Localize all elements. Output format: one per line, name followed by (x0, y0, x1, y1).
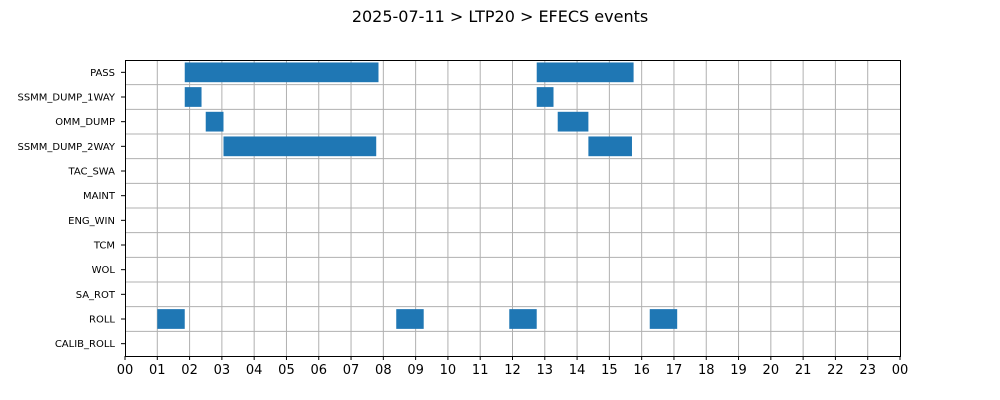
y-tick-label: SSMM_DUMP_2WAY (17, 142, 115, 153)
y-tick-label: ENG_WIN (68, 216, 115, 227)
x-tick-label: 02 (181, 363, 198, 378)
x-tick-label: 19 (730, 363, 747, 378)
x-tick-label: 22 (827, 363, 844, 378)
x-tick-label: 17 (666, 363, 683, 378)
x-tick-label: 04 (246, 363, 263, 378)
x-tick-label: 11 (472, 363, 489, 378)
plot-frame (125, 60, 901, 357)
y-tick-label: PASS (90, 68, 115, 79)
y-tick-label: TCM (93, 241, 115, 252)
x-tick-label: 21 (795, 363, 812, 378)
event-bars (157, 62, 678, 329)
grid-lines (125, 60, 900, 356)
event-bar (396, 309, 424, 329)
event-bar (557, 111, 589, 132)
x-tick-label: 00 (117, 363, 134, 378)
event-bar (184, 87, 202, 107)
event-bar (509, 309, 537, 329)
event-bar (588, 136, 632, 157)
event-bar (536, 62, 634, 83)
x-tick-label: 00 (892, 363, 909, 378)
event-bar (223, 136, 377, 157)
x-tick-label: 12 (504, 363, 521, 378)
y-tick-label: SSMM_DUMP_1WAY (17, 93, 115, 104)
y-tick-label: MAINT (83, 191, 116, 202)
x-tick-label: 14 (569, 363, 586, 378)
y-tick-label: ROLL (89, 315, 115, 326)
x-tick-label: 01 (149, 363, 166, 378)
y-tick-label: OMM_DUMP (55, 117, 115, 128)
y-tick-label: TAC_SWA (67, 167, 115, 178)
event-bar (184, 62, 379, 83)
y-tick-label: WOL (92, 265, 116, 276)
x-tick-label: 10 (440, 363, 457, 378)
y-tick-label: CALIB_ROLL (55, 339, 116, 350)
x-tick-label: 07 (343, 363, 360, 378)
x-tick-label: 18 (698, 363, 715, 378)
x-tick-label: 08 (375, 363, 392, 378)
x-tick-label: 23 (859, 363, 876, 378)
x-tick-label: 09 (407, 363, 424, 378)
x-tick-label: 16 (633, 363, 650, 378)
event-bar (536, 87, 554, 107)
event-bar (157, 309, 185, 329)
x-tick-label: 05 (278, 363, 295, 378)
x-tick-label: 20 (763, 363, 780, 378)
event-bar (649, 309, 678, 329)
x-tick-label: 15 (601, 363, 618, 378)
event-bar (205, 111, 224, 132)
chart-title: 2025-07-11 > LTP20 > EFECS events (352, 7, 648, 26)
x-tick-label: 06 (310, 363, 327, 378)
x-tick-label: 13 (537, 363, 554, 378)
x-axis: 00 01 02 03 04 05 06 07 08 09 10 11 12 13 14 15 16 17 18 19… (117, 356, 909, 378)
x-tick-label: 03 (214, 363, 231, 378)
y-tick-label: SA_ROT (76, 290, 116, 301)
y-axis: PASS SSMM_DUMP_1WAY OMM_DUMP SSMM_DUMP_2WAY… (17, 68, 125, 350)
